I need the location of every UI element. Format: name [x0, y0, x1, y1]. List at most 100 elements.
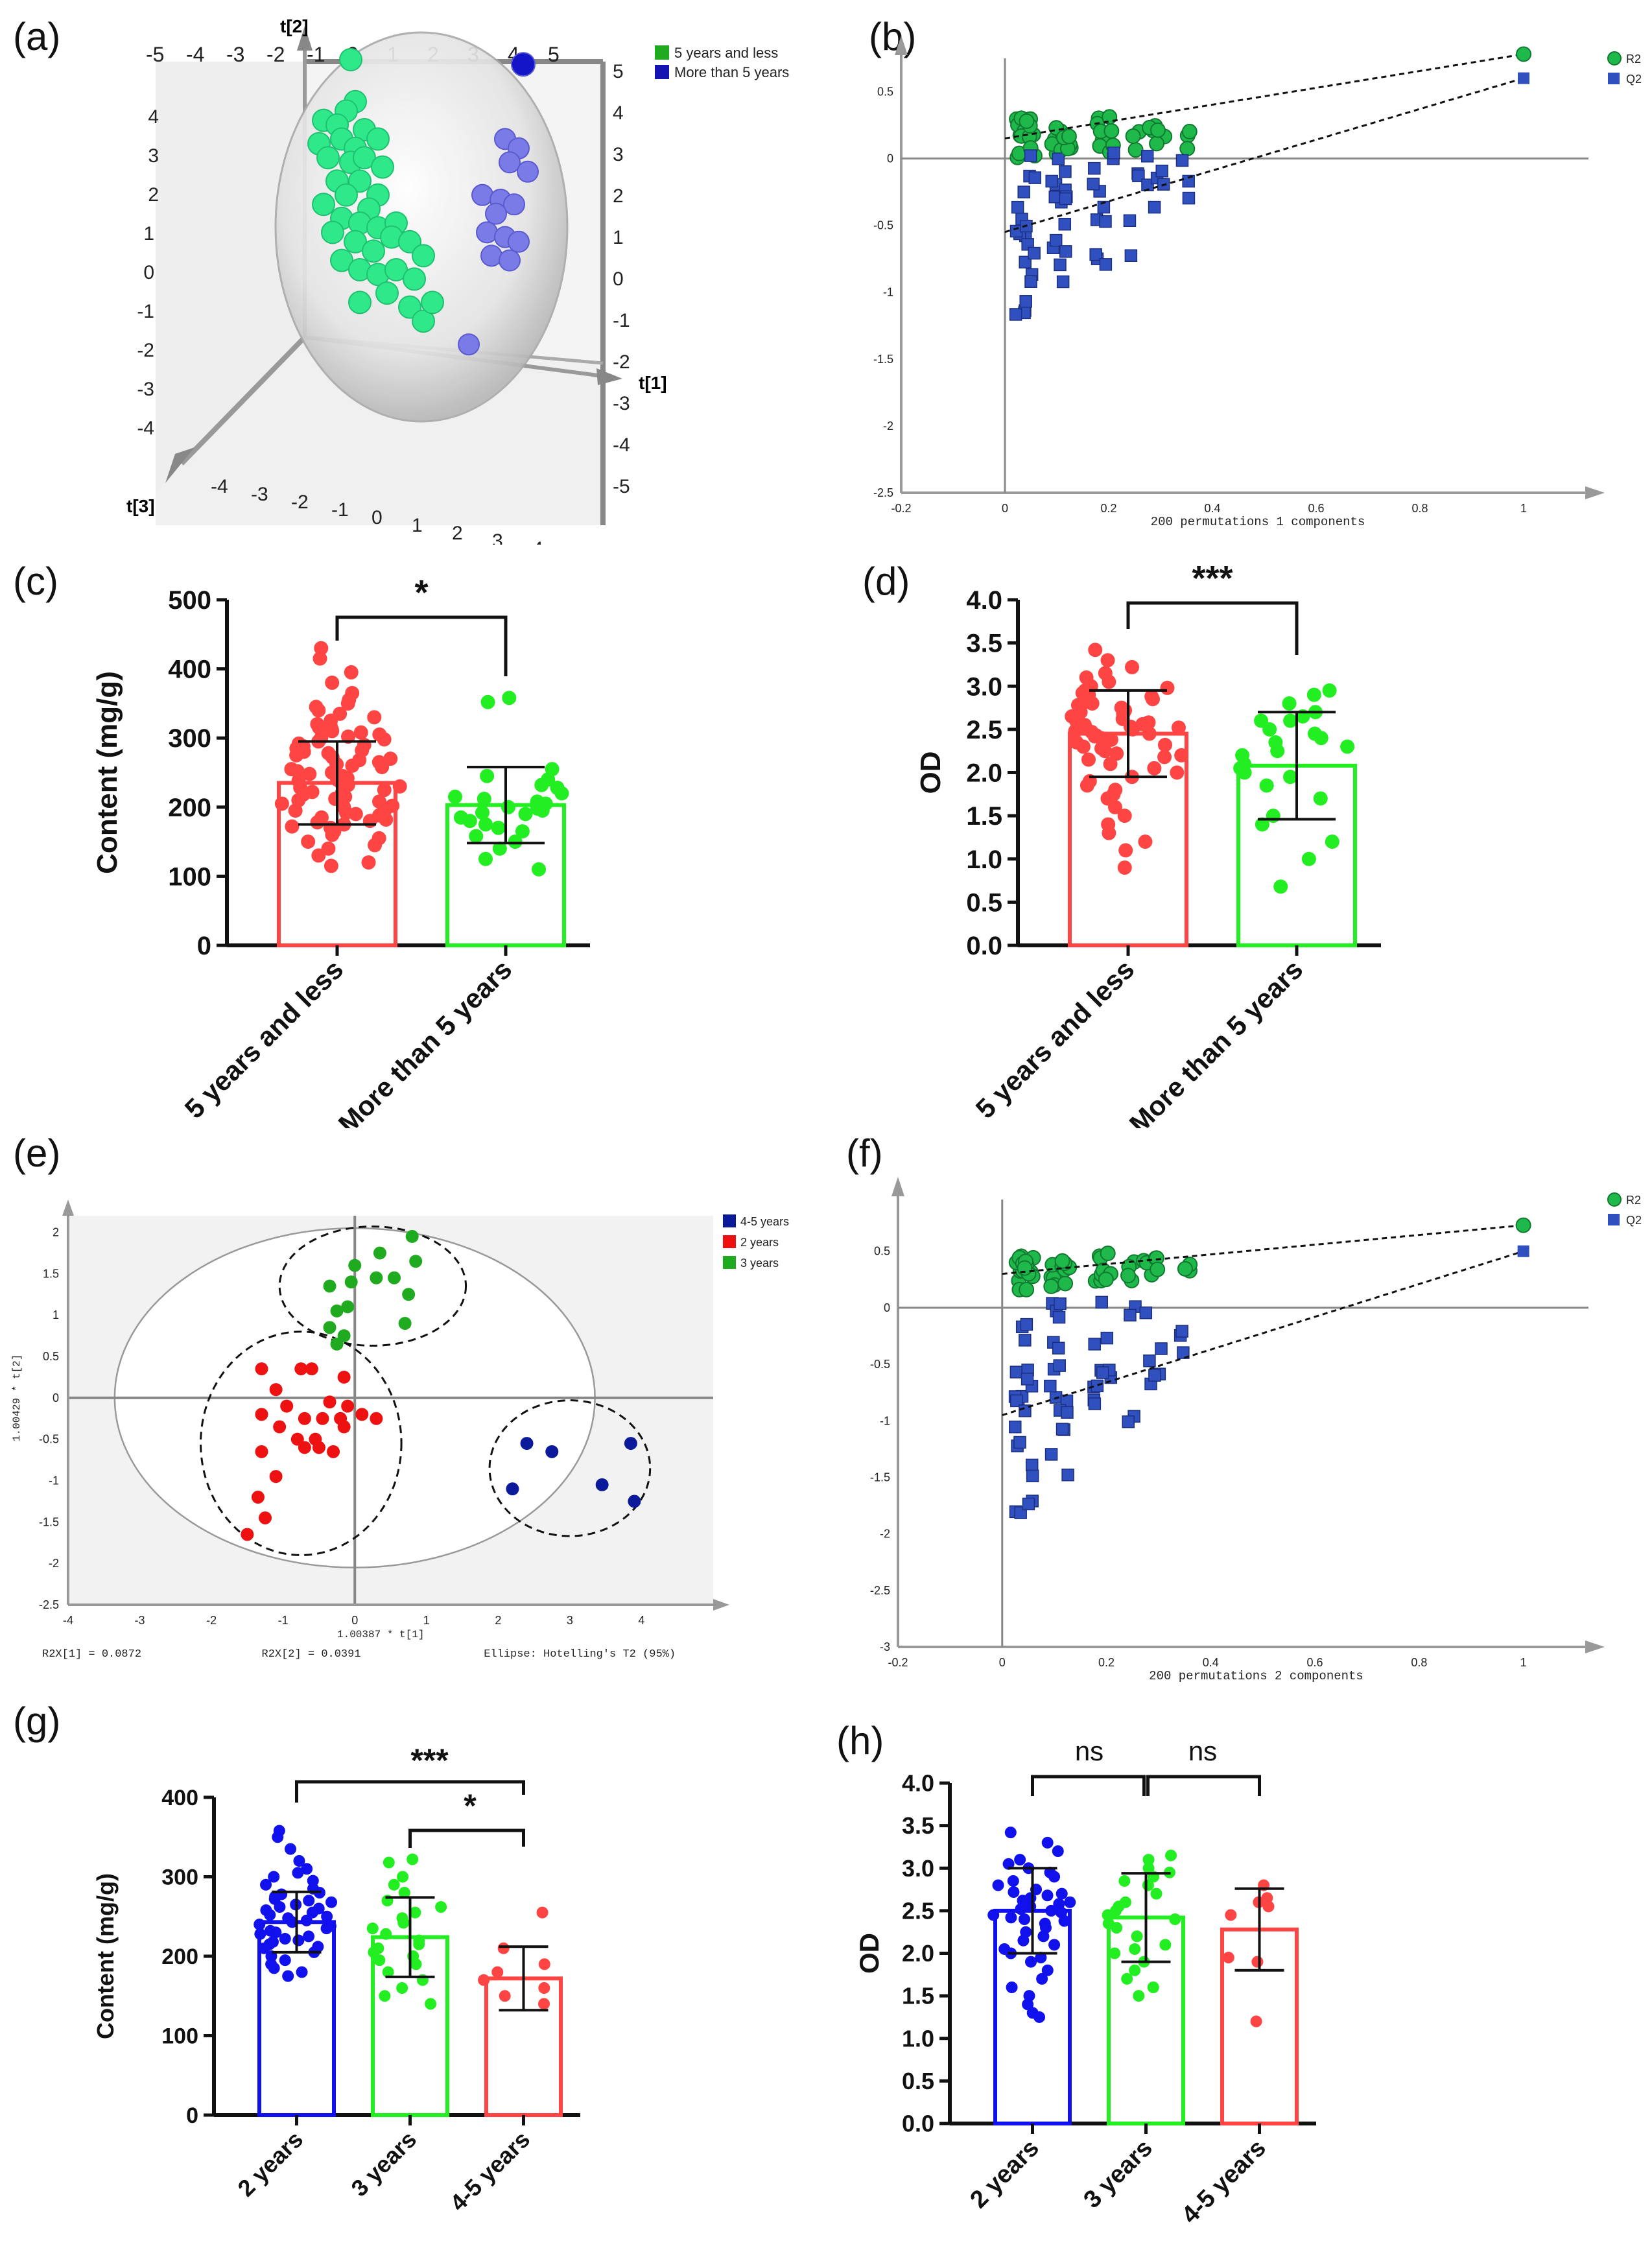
- t3-axis-label: t[3]: [126, 496, 155, 516]
- bottom-tick-label: -3: [251, 484, 268, 505]
- data-point: [396, 1982, 408, 1994]
- y-tick-label: 3.5: [902, 1812, 934, 1839]
- q2-permutation-point: [1095, 1296, 1108, 1309]
- data-point: [1085, 696, 1100, 711]
- q2-permutation-point: [1061, 1406, 1074, 1419]
- data-point: [397, 1917, 410, 1929]
- y-tick-label: -0.5: [870, 1358, 890, 1371]
- point-5-years-and-less: [375, 281, 399, 305]
- legend-label-5-years-and-less: 5 years and less: [674, 45, 778, 61]
- right-tick-label: -2: [613, 351, 630, 373]
- y-tick-label: -3: [880, 1640, 890, 1653]
- data-point: [303, 1930, 315, 1943]
- y-tick-label: 2: [53, 1226, 59, 1239]
- data-point: [1142, 1862, 1155, 1875]
- point-2-years: [269, 1383, 283, 1397]
- data-point: [286, 1916, 298, 1928]
- y-tick-label: 400: [168, 656, 211, 684]
- point-5-years-and-less: [321, 220, 344, 244]
- chart-e-score-plot: -4 -3 -2 -1 0 1 2 3 4 2 1.5 1 0.5 0 -0.5 -1 -1.5 -2 -2.5 1.…: [11, 1200, 789, 1661]
- q2-permutation-point: [1025, 1458, 1039, 1472]
- r2-permutation-point: [1054, 1253, 1070, 1269]
- data-point: [1157, 750, 1172, 764]
- data-point: [380, 1928, 392, 1940]
- panel-label-d: (d): [862, 560, 910, 603]
- category-label: More than 5 years: [1124, 954, 1309, 1128]
- data-point: [499, 1990, 511, 2002]
- q2-permutation-point: [1011, 200, 1024, 214]
- legend-swatch-3-years: [723, 1256, 736, 1269]
- right-tick-label: 1: [613, 227, 624, 248]
- point-5-years-and-less: [348, 169, 372, 193]
- point-5-years-and-less: [330, 248, 353, 272]
- y-tick-label: 0: [884, 1301, 890, 1314]
- data-point: [254, 1919, 266, 1930]
- point-2-years: [273, 1420, 287, 1434]
- top-tick-label: -3: [226, 43, 244, 66]
- r2-permutation-point: [1100, 1245, 1116, 1261]
- r2-permutation-point: [1057, 1275, 1074, 1292]
- q2-permutation-point: [1087, 178, 1100, 191]
- data-point: [311, 703, 326, 718]
- data-point: [292, 1934, 305, 1946]
- data-point: [448, 789, 463, 804]
- q2-permutation-point: [1177, 1346, 1190, 1359]
- data-point: [1222, 1952, 1234, 1964]
- t3-axis: [180, 335, 307, 466]
- y-tick-label: -2: [883, 420, 893, 432]
- chart-g-content-bar: 0 100 200 300 400 Content (mg/g) 2 years 3 year…: [92, 1742, 580, 2216]
- data-point: [1121, 1972, 1133, 1985]
- q2-permutation-point: [1059, 245, 1072, 258]
- q2-permutation-point: [1124, 1308, 1137, 1322]
- data-point: [321, 1910, 333, 1923]
- data-point: [480, 694, 495, 709]
- legend-label-more-than-5-years: More than 5 years: [674, 64, 789, 80]
- legend-label-2-years: 2 years: [740, 1236, 779, 1249]
- data-point: [1314, 731, 1328, 746]
- data-point: [377, 783, 392, 798]
- data-point: [1125, 659, 1140, 674]
- q2-permutation-point: [1021, 1373, 1034, 1386]
- point-2-years: [370, 1412, 383, 1425]
- point-5-years-and-less: [316, 146, 340, 170]
- data-point: [1262, 722, 1277, 737]
- y-tick-label: -1: [49, 1474, 59, 1487]
- y-tick-label: 300: [161, 1865, 198, 1889]
- data-point: [491, 1966, 504, 1978]
- panel-label-a: (a): [13, 15, 61, 58]
- data-point: [425, 1998, 437, 2010]
- point-3-years: [370, 1271, 383, 1284]
- data-point: [302, 766, 317, 781]
- data-point: [1160, 680, 1175, 695]
- data-point: [268, 1962, 280, 1974]
- q2-permutation-point: [1155, 1342, 1168, 1355]
- data-point: [313, 651, 327, 666]
- data-point: [1041, 1836, 1054, 1849]
- q2-permutation-point: [1017, 185, 1030, 198]
- legend-label-3-years: 3 years: [740, 1257, 779, 1270]
- x-axis-label: 200 permutations 1 components: [1151, 515, 1365, 529]
- data-point: [1004, 1827, 1017, 1839]
- data-point: [1041, 1889, 1054, 1902]
- y-tick-label: 300: [168, 724, 211, 753]
- x-tick-label: 2: [495, 1614, 501, 1627]
- data-point: [301, 834, 316, 849]
- data-point: [1147, 761, 1162, 775]
- left-tick-label: 0: [143, 262, 154, 283]
- data-point: [311, 848, 326, 863]
- x-tick-label: 1: [423, 1614, 430, 1627]
- y-axis-arrow: [891, 1177, 904, 1196]
- data-point: [392, 779, 407, 794]
- chart-h-od-bar: 0.0 0.5 1.0 1.5 2.0 2.5 3.0 3.5 4.0 OD 2 years 3 ye…: [854, 1736, 1316, 2229]
- data-point: [345, 758, 360, 773]
- data-point: [1048, 1939, 1061, 1951]
- footer-ellipse: Ellipse: Hotelling's T2 (95%): [484, 1648, 676, 1661]
- bottom-tick-label: 4: [532, 538, 543, 545]
- data-point: [502, 691, 517, 705]
- y-tick-label: 1.0: [966, 846, 1002, 874]
- chart-c-content-bar: 0 100 200 300 400 500 Content (mg/g) 5 years an…: [91, 573, 590, 1128]
- point-2-years: [298, 1441, 311, 1454]
- q2-permutation-point: [1088, 1338, 1101, 1351]
- panel-label-b: (b): [869, 15, 917, 58]
- data-point: [1058, 1915, 1070, 1927]
